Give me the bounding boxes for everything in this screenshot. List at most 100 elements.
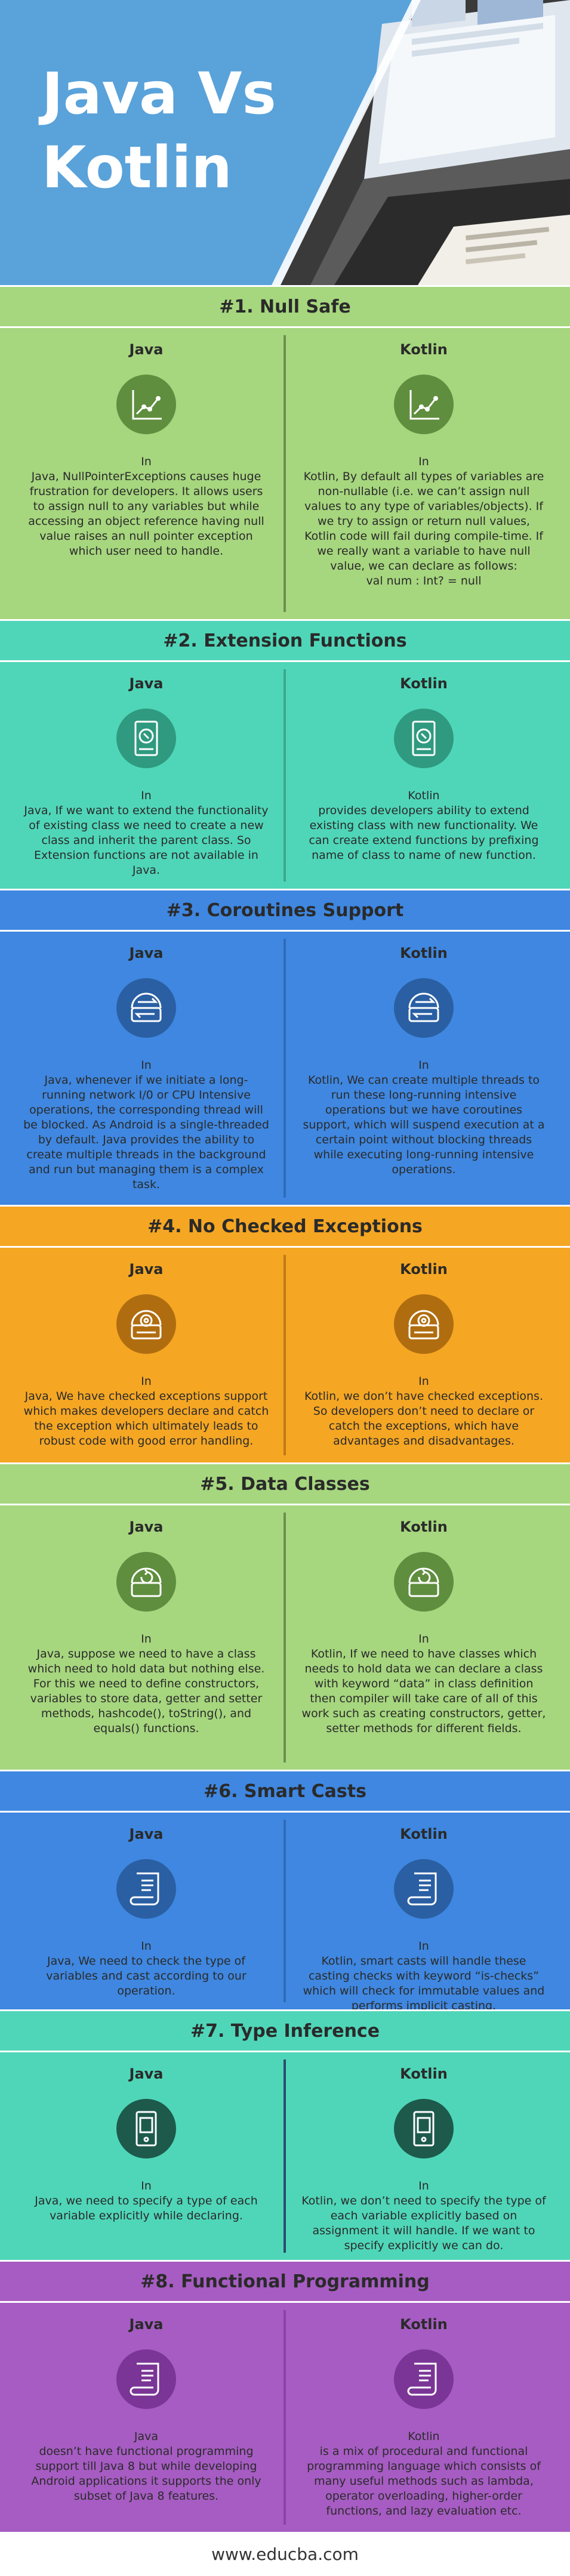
frame-icon: [114, 2096, 178, 2161]
section-body: Java In Java, we need to specify a type o…: [0, 2052, 570, 2260]
java-label: Java: [129, 341, 164, 358]
kotlin-description: In Kotlin, smart casts will handle these…: [303, 1940, 545, 2012]
comparison-section: #8. Functional Programming Java Java doesn…: [0, 2260, 570, 2532]
kotlin-label: Kotlin: [400, 945, 448, 961]
section-body: Java Java doesn’t have functional program…: [0, 2303, 570, 2532]
disk-icon: [392, 706, 456, 771]
section-header: #6. Smart Casts: [0, 1770, 570, 1813]
kotlin-column: Kotlin Kotlin provides developers ability…: [298, 662, 549, 863]
java-label: Java: [129, 2065, 164, 2082]
section-header: #4. No Checked Exceptions: [0, 1205, 570, 1248]
java-column: Java In Java, We need to check the type o…: [21, 1813, 272, 1999]
kotlin-label: Kotlin: [400, 1261, 448, 1278]
section-header: #8. Functional Programming: [0, 2260, 570, 2303]
kotlin-column: Kotlin In Kotlin, we don’t need to specif…: [298, 2052, 549, 2253]
transfer-icon: [392, 976, 456, 1040]
java-label: Java: [129, 1519, 164, 1535]
comparison-section: #4. No Checked Exceptions Java In Java, We…: [0, 1205, 570, 1462]
section-title: #4. No Checked Exceptions: [147, 1216, 423, 1237]
java-column: Java In Java, NullPointerExceptions cause…: [21, 328, 272, 559]
section-header: #2. Extension Functions: [0, 619, 570, 662]
kotlin-description: In Kotlin, We can create multiple thread…: [303, 1059, 545, 1176]
kotlin-column: Kotlin In Kotlin, smart casts will handle…: [298, 1813, 549, 2014]
frame-icon: [392, 2096, 456, 2161]
java-column: Java In Java, suppose we need to have a c…: [21, 1505, 272, 1736]
java-description: In Java, NullPointerExceptions causes hu…: [28, 455, 264, 558]
java-label: Java: [129, 1826, 164, 1842]
page-title: Java Vs Kotlin: [42, 57, 352, 205]
java-column: Java In Java, If we want to extend the fu…: [21, 662, 272, 878]
java-column: Java Java doesn’t have functional program…: [21, 2303, 272, 2504]
section-body: Java In Java, NullPointerExceptions cause…: [0, 328, 570, 619]
comparison-section: #5. Data Classes Java In Java, suppose we …: [0, 1462, 570, 1770]
kotlin-description: Kotlin is a mix of procedural and functi…: [307, 2430, 541, 2518]
kotlin-column: Kotlin Kotlin is a mix of procedural and …: [298, 2303, 549, 2519]
section-title: #3. Coroutines Support: [166, 899, 404, 921]
title-line-1: Java Vs: [42, 60, 276, 127]
footer: www.educba.com: [0, 2532, 570, 2576]
section-title: #2. Extension Functions: [163, 630, 407, 651]
java-label: Java: [129, 675, 164, 692]
java-description: In Java, If we want to extend the functi…: [24, 789, 269, 877]
section-header: #1. Null Safe: [0, 285, 570, 328]
java-description: In Java, We need to check the type of va…: [46, 1940, 247, 1997]
kotlin-label: Kotlin: [400, 2316, 448, 2333]
kotlin-column: Kotlin In Kotlin, We can create multiple …: [298, 932, 549, 1177]
scroll-icon: [392, 2347, 456, 2411]
column-divider: [284, 939, 286, 1198]
section-header: #3. Coroutines Support: [0, 889, 570, 932]
column-divider: [284, 1820, 286, 2002]
comparison-section: #3. Coroutines Support Java In Java, whene…: [0, 889, 570, 1205]
disk-icon: [114, 706, 178, 771]
column-divider: [284, 2310, 286, 2525]
section-title: #7. Type Inference: [190, 2020, 380, 2042]
column-divider: [284, 1513, 286, 1762]
comparison-section: #7. Type Inference Java In Java, we need t…: [0, 2009, 570, 2260]
header-banner: Java Vs Kotlin: [0, 0, 570, 285]
comparison-section: #1. Null Safe Java In Java, NullPointerExc…: [0, 285, 570, 619]
kotlin-column: Kotlin In Kotlin, we don’t have checked e…: [298, 1248, 549, 1449]
column-divider: [284, 1255, 286, 1455]
section-body: Java In Java, If we want to extend the fu…: [0, 662, 570, 889]
scroll-icon: [114, 2347, 178, 2411]
java-column: Java In Java, we need to specify a type o…: [21, 2052, 272, 2224]
section-title: #5. Data Classes: [200, 1473, 370, 1495]
column-divider: [284, 669, 286, 882]
refresh-icon: [114, 1550, 178, 1614]
transfer-icon: [114, 976, 178, 1040]
gear-icon: [114, 1292, 178, 1356]
gear-icon: [392, 1292, 456, 1356]
java-label: Java: [129, 2316, 164, 2333]
section-title: #6. Smart Casts: [204, 1780, 366, 1802]
java-label: Java: [129, 1261, 164, 1278]
laptop-photo-illustration: [272, 0, 570, 285]
kotlin-label: Kotlin: [400, 341, 448, 358]
section-header: #5. Data Classes: [0, 1462, 570, 1505]
comparison-section: #6. Smart Casts Java In Java, We need to c…: [0, 1770, 570, 2012]
java-description: In Java, suppose we need to have a class…: [27, 1632, 265, 1735]
section-body: Java In Java, We have checked exceptions …: [0, 1248, 570, 1462]
section-title: #1. Null Safe: [219, 296, 351, 317]
kotlin-description: Kotlin provides developers ability to ex…: [309, 789, 539, 862]
kotlin-label: Kotlin: [400, 675, 448, 692]
kotlin-description: In Kotlin, we don’t have checked excepti…: [304, 1375, 543, 1448]
kotlin-label: Kotlin: [400, 2065, 448, 2082]
java-description: Java doesn’t have functional programming…: [31, 2430, 261, 2503]
section-title: #8. Functional Programming: [140, 2271, 430, 2292]
java-description: In Java, we need to specify a type of ea…: [35, 2179, 258, 2222]
chart-icon: [114, 372, 178, 437]
section-body: Java In Java, suppose we need to have a c…: [0, 1505, 570, 1770]
column-divider: [284, 2059, 286, 2253]
kotlin-label: Kotlin: [400, 1826, 448, 1842]
section-header: #7. Type Inference: [0, 2009, 570, 2052]
kotlin-column: Kotlin In Kotlin, By default all types of…: [298, 328, 549, 589]
title-line-2: Kotlin: [42, 134, 232, 201]
kotlin-description: In Kotlin, we don’t need to specify the …: [301, 2179, 546, 2252]
comparison-section: #2. Extension Functions Java In Java, If w…: [0, 619, 570, 889]
java-column: Java In Java, whenever if we initiate a l…: [21, 932, 272, 1192]
section-body: Java In Java, We need to check the type o…: [0, 1813, 570, 2012]
kotlin-label: Kotlin: [400, 1519, 448, 1535]
footer-url: www.educba.com: [211, 2544, 359, 2564]
refresh-icon: [392, 1550, 456, 1614]
kotlin-column: Kotlin In Kotlin, If we need to have clas…: [298, 1505, 549, 1736]
